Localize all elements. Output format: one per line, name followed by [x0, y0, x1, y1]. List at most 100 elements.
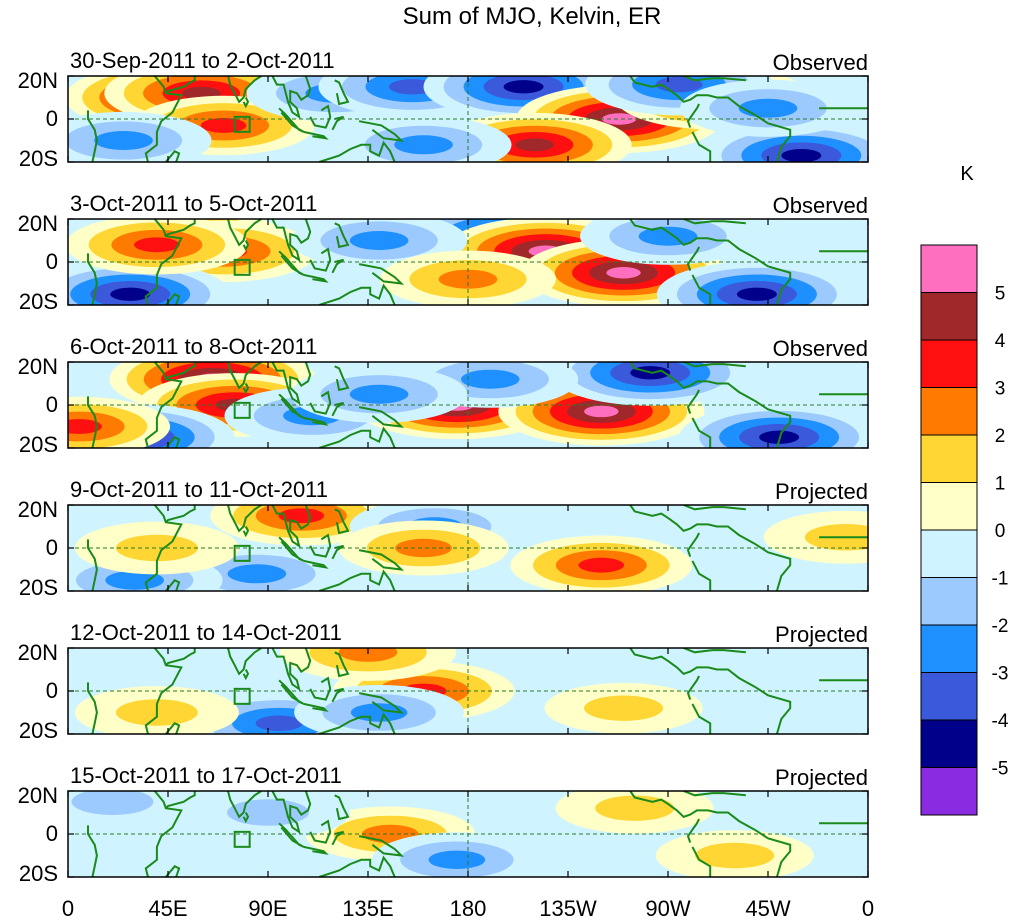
anomaly-contour — [584, 405, 619, 418]
anomaly-blob — [291, 365, 468, 423]
panel-period: 12-Oct-2011 to 14-Oct-2011 — [70, 620, 342, 645]
coastline — [358, 263, 405, 285]
panel-status: Projected — [775, 765, 868, 790]
coastline — [754, 256, 792, 305]
longitude-label: 90E — [248, 896, 287, 921]
anomaly-contour — [200, 118, 247, 133]
coastline — [331, 401, 345, 417]
longitude-label: 90W — [645, 896, 690, 921]
latitude-label: 20S — [19, 861, 58, 886]
coastline — [691, 131, 712, 162]
coastline — [165, 505, 196, 523]
anomaly-blob — [68, 396, 171, 448]
longitude-axis: 0 45E 90E 135E 180 135W 90W 45W 0 — [62, 896, 874, 921]
colorbar-swatch — [920, 577, 978, 626]
panel-status: Observed — [773, 193, 868, 218]
anomaly-contour — [578, 557, 625, 573]
coastline — [334, 365, 350, 392]
coastline — [686, 103, 700, 128]
coastlines — [87, 648, 868, 734]
anomaly-blob — [371, 832, 542, 877]
coastline — [242, 669, 250, 681]
coastline — [691, 417, 712, 448]
coastline — [334, 508, 350, 535]
coastline — [144, 648, 183, 734]
coastline — [754, 113, 792, 162]
anomaly-blob — [294, 685, 465, 734]
coastline — [686, 389, 700, 414]
coastline — [165, 436, 181, 448]
coastline — [358, 692, 405, 714]
anomaly-contour — [105, 570, 164, 590]
longitude-label: 45E — [148, 896, 187, 921]
coastline — [227, 791, 262, 819]
anomaly-blob — [68, 111, 212, 162]
anomaly-blob — [544, 682, 703, 734]
anomaly-contour — [503, 80, 544, 94]
anomaly-blob — [555, 791, 714, 834]
coastline — [683, 76, 746, 82]
panel-period: 6-Oct-2011 to 8-Oct-2011 — [70, 334, 317, 359]
anomaly-contour — [736, 287, 777, 301]
colorbar-swatch — [920, 624, 978, 673]
coastline — [318, 140, 396, 162]
anomaly-contour — [349, 231, 409, 250]
coastline — [309, 819, 332, 844]
coastline — [278, 393, 305, 419]
anomaly-contour — [695, 842, 775, 869]
coastline — [309, 104, 332, 129]
latitude-label: 20N — [18, 640, 58, 665]
coastline — [165, 150, 181, 162]
latitude-label: 20N — [18, 211, 58, 236]
coastline — [331, 544, 345, 560]
latitude-label: 20S — [19, 432, 58, 457]
coastline — [309, 676, 332, 701]
latitude-label: 20S — [19, 146, 58, 171]
coastline — [271, 791, 312, 835]
coastline — [87, 539, 98, 591]
map-panel: 20N 0 20S 6-Oct-2011 to 8-Oct-2011 Observed — [18, 334, 869, 457]
panel-period: 15-Oct-2011 to 17-Oct-2011 — [70, 763, 342, 788]
latitude-label: 20S — [19, 718, 58, 743]
coastline — [271, 219, 312, 263]
anomaly-blob — [679, 404, 868, 448]
coastline — [358, 549, 405, 571]
coastline — [87, 682, 98, 734]
coastline — [303, 845, 329, 855]
colorbar-label: 0 — [995, 521, 1006, 542]
colorbar-swatch — [920, 387, 978, 436]
coastline — [629, 362, 756, 402]
anomaly-blob — [655, 830, 814, 877]
anomaly-contour — [388, 79, 436, 95]
coastline — [629, 791, 756, 831]
latitude-label: 0 — [46, 535, 58, 560]
anomaly-contour — [601, 113, 637, 125]
figure-title: Sum of MJO, Kelvin, ER — [403, 3, 662, 30]
coastlines — [87, 505, 868, 591]
anomaly-contour — [134, 237, 180, 253]
coastline — [303, 559, 329, 569]
coastline — [303, 702, 329, 712]
coastline — [629, 219, 756, 259]
coastline — [334, 651, 350, 678]
map-panel: 20N 0 20S 9-Oct-2011 to 11-Oct-2011 Projecte… — [18, 477, 869, 600]
longitude-label: 45W — [745, 896, 790, 921]
coastline — [629, 76, 756, 116]
coastline — [144, 219, 183, 305]
coastline — [165, 362, 196, 380]
colorbar-unit: K — [960, 163, 974, 185]
coastline — [227, 505, 262, 533]
panel-status: Observed — [773, 336, 868, 361]
coastlines — [87, 219, 868, 305]
coastline — [87, 253, 98, 305]
anomaly-contour — [110, 287, 151, 301]
coastline — [318, 855, 396, 877]
coastline — [686, 818, 700, 843]
coastline — [303, 130, 329, 140]
anomaly-contour — [115, 534, 198, 562]
colorbar-swatch — [920, 339, 978, 388]
coastline — [691, 703, 712, 734]
anomaly-blob — [550, 362, 751, 406]
latitude-label: 20N — [18, 68, 58, 93]
colorbar-label: 4 — [995, 331, 1006, 352]
